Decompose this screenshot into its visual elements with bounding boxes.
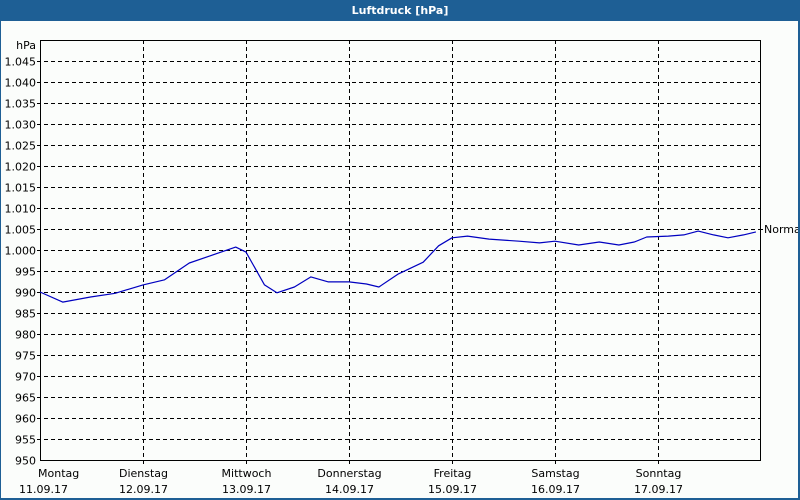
- y-tick-label: 1.020: [5, 161, 37, 174]
- y-tick-label: 1.025: [5, 140, 37, 153]
- x-tick-day-label: Dienstag: [119, 467, 168, 480]
- x-tick-date-label: 13.09.17: [222, 483, 271, 496]
- x-tick-date-label: 16.09.17: [531, 483, 580, 496]
- y-tick-label: 975: [15, 350, 36, 363]
- y-tick-label: 955: [15, 434, 36, 447]
- chart-canvas: 950 955 960 965 970 975 980 985 990 995 1.000 1.005…: [1, 21, 798, 498]
- y-tick-label: 1.045: [5, 56, 37, 69]
- y-tick-label: 1.040: [5, 77, 37, 90]
- y-tick-label: 1.010: [5, 203, 37, 216]
- y-tick-label: 960: [15, 413, 36, 426]
- y-tick-label: 965: [15, 392, 36, 405]
- y-tick-label: 995: [15, 266, 36, 279]
- y-tick-label: 970: [15, 371, 36, 384]
- x-tick-date-label: 15.09.17: [428, 483, 477, 496]
- plot-frame: [40, 40, 761, 461]
- pressure-data-line: [39, 230, 757, 303]
- normal-reference-label: Normal: [764, 223, 798, 236]
- y-tick-label: 1.000: [5, 245, 37, 258]
- x-tick-day-label: Montag: [38, 467, 79, 480]
- y-tick-label: 1.015: [5, 182, 37, 195]
- x-tick-day-label: Sonntag: [636, 467, 682, 480]
- x-tick-date-label: 11.09.17: [19, 483, 68, 496]
- y-axis-unit-label: hPa: [16, 39, 36, 52]
- y-tick-label: 1.030: [5, 119, 37, 132]
- chart-title: Luftdruck [hPa]: [0, 0, 800, 21]
- x-tick-date-label: 12.09.17: [119, 483, 168, 496]
- x-tick-day-label: Mittwoch: [222, 467, 272, 480]
- pressure-line-chart: 950 955 960 965 970 975 980 985 990 995 1.000 1.005…: [5, 39, 799, 496]
- x-tick-day-label: Donnerstag: [317, 467, 381, 480]
- x-tick-date-label: 17.09.17: [634, 483, 683, 496]
- y-tick-label: 1.005: [5, 224, 37, 237]
- x-tick-day-label: Freitag: [434, 467, 472, 480]
- y-tick-label: 950: [15, 455, 36, 468]
- x-tick-date-label: 14.09.17: [325, 483, 374, 496]
- y-tick-label: 985: [15, 308, 36, 321]
- y-tick-label: 1.035: [5, 98, 37, 111]
- y-tick-label: 990: [15, 287, 36, 300]
- x-tick-day-label: Samstag: [531, 467, 579, 480]
- y-tick-label: 980: [15, 329, 36, 342]
